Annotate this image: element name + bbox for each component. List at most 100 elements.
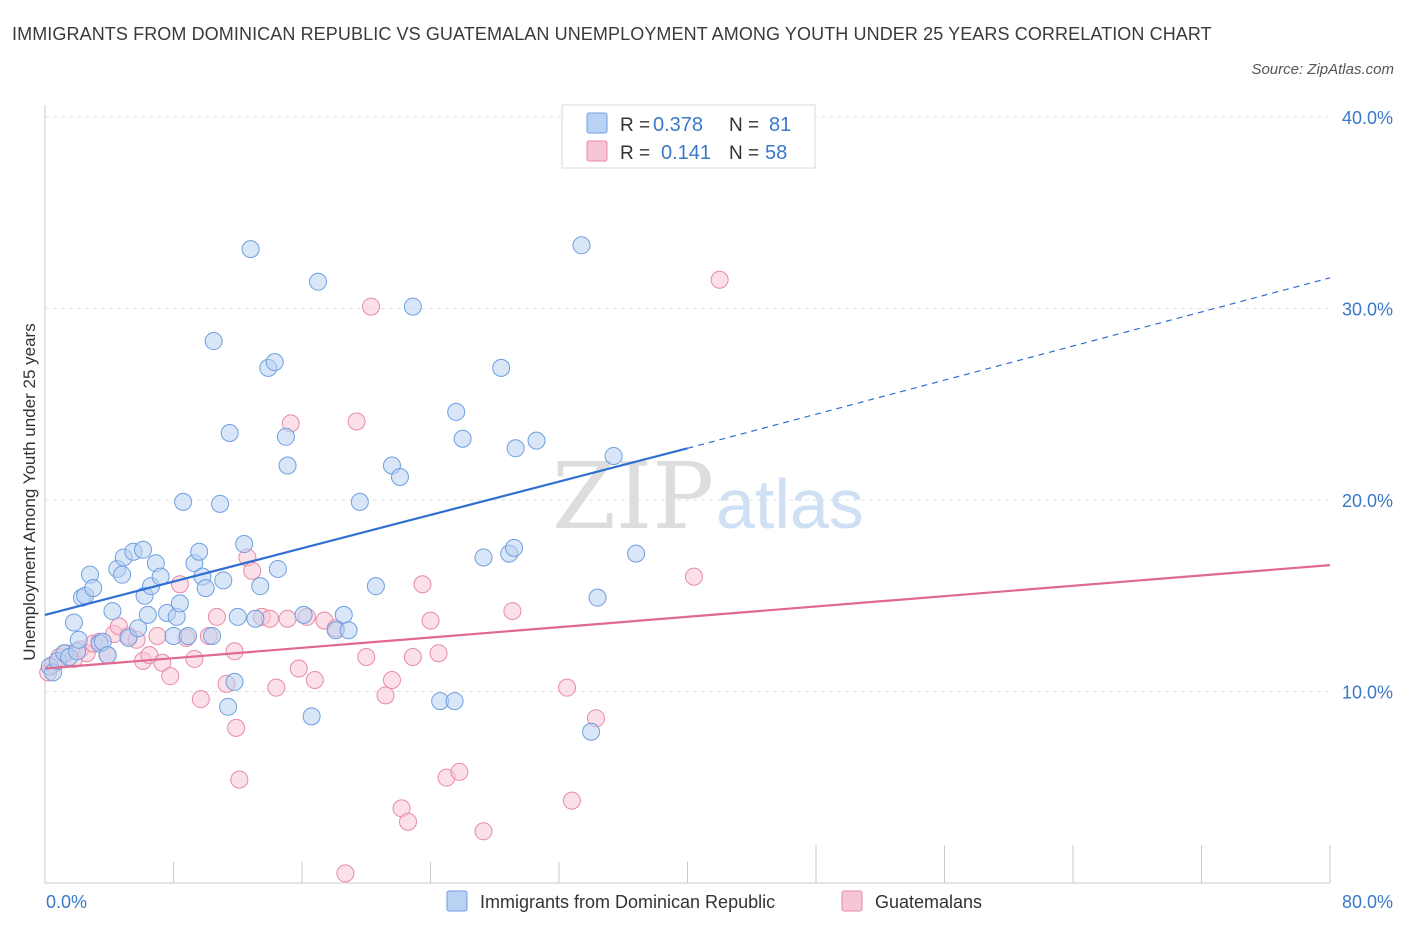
- data-point-dominican-republic: [103, 602, 122, 621]
- data-point-guatemalans: [413, 575, 432, 594]
- data-point-guatemalans: [347, 412, 366, 431]
- data-point-dominican-republic: [204, 332, 223, 351]
- trend-lines: [44, 277, 1331, 670]
- data-point-dominican-republic: [453, 429, 472, 448]
- data-point-guatemalans: [399, 812, 418, 831]
- data-point-guatemalans: [684, 567, 703, 586]
- legend-r-label-pink: R =: [620, 143, 650, 164]
- y-tick-label: 20.0%: [1342, 491, 1393, 511]
- bottom-legend-swatch-pink: [841, 890, 863, 912]
- y-tick-label: 40.0%: [1342, 108, 1393, 128]
- y-tick-label: 30.0%: [1342, 300, 1393, 320]
- data-point-dominican-republic: [265, 353, 284, 372]
- data-point-dominican-republic: [190, 542, 209, 561]
- data-point-dominican-republic: [113, 565, 132, 584]
- grid-lines: [45, 116, 1330, 692]
- data-point-dominican-republic: [447, 402, 466, 421]
- data-point-dominican-republic: [492, 358, 511, 377]
- data-point-dominican-republic: [309, 272, 328, 291]
- series-guatemalans: [39, 270, 729, 883]
- data-point-dominican-republic: [170, 594, 189, 613]
- data-point-guatemalans: [148, 626, 167, 645]
- data-point-guatemalans: [403, 648, 422, 667]
- data-point-dominican-republic: [129, 619, 148, 638]
- legend-swatch-pink: [586, 140, 608, 162]
- legend-r-value-blue: 0.378: [653, 114, 703, 136]
- data-point-dominican-republic: [211, 494, 230, 513]
- data-point-guatemalans: [710, 270, 729, 289]
- legend-swatch-blue: [586, 112, 608, 134]
- data-point-guatemalans: [474, 822, 493, 841]
- watermark-zip: ZIP: [552, 443, 714, 550]
- bottom-legend-label-blue: Immigrants from Dominican Republic: [480, 892, 775, 912]
- data-point-guatemalans: [289, 659, 308, 678]
- data-point-dominican-republic: [246, 609, 265, 628]
- data-point-dominican-republic: [69, 630, 88, 649]
- data-point-guatemalans: [503, 602, 522, 621]
- data-point-dominican-republic: [334, 605, 353, 624]
- trendline-dominican-republic-extension: [687, 277, 1331, 449]
- data-point-dominican-republic: [350, 492, 369, 511]
- data-point-dominican-republic: [366, 577, 385, 596]
- data-point-guatemalans: [562, 791, 581, 810]
- data-point-guatemalans: [357, 648, 376, 667]
- y-tick-label: 10.0%: [1342, 683, 1393, 703]
- data-point-guatemalans: [191, 690, 210, 709]
- data-point-dominican-republic: [138, 605, 157, 624]
- watermark-atlas: atlas: [716, 465, 864, 543]
- data-point-dominican-republic: [582, 722, 601, 741]
- data-point-guatemalans: [382, 671, 401, 690]
- data-point-guatemalans: [161, 667, 180, 686]
- trendline-guatemalans: [44, 564, 1331, 670]
- data-point-guatemalans: [243, 561, 262, 580]
- data-point-guatemalans: [429, 644, 448, 663]
- bottom-legend-swatch-blue: [446, 890, 468, 912]
- data-point-dominican-republic: [627, 544, 646, 563]
- data-point-dominican-republic: [390, 468, 409, 487]
- data-point-dominican-republic: [214, 571, 233, 590]
- bottom-legend: Immigrants from Dominican Republic Guate…: [446, 890, 982, 912]
- data-point-guatemalans: [185, 649, 204, 668]
- data-point-guatemalans: [558, 678, 577, 697]
- data-point-dominican-republic: [276, 427, 295, 446]
- data-point-dominican-republic: [302, 707, 321, 726]
- legend-n-value-pink: 58: [765, 142, 787, 164]
- data-point-dominican-republic: [64, 613, 83, 632]
- data-point-dominican-republic: [203, 626, 222, 645]
- data-point-dominican-republic: [133, 540, 152, 559]
- data-point-guatemalans: [421, 611, 440, 630]
- chart-title: IMMIGRANTS FROM DOMINICAN REPUBLIC VS GU…: [12, 24, 1212, 44]
- bottom-legend-label-pink: Guatemalans: [875, 892, 982, 912]
- trendline-dominican-republic: [44, 447, 688, 616]
- data-point-dominican-republic: [196, 579, 215, 598]
- data-point-dominican-republic: [220, 423, 239, 442]
- data-point-guatemalans: [305, 671, 324, 690]
- data-point-dominican-republic: [604, 446, 623, 465]
- data-point-dominican-republic: [228, 607, 247, 626]
- data-point-dominican-republic: [506, 439, 525, 458]
- data-point-dominican-republic: [98, 646, 117, 665]
- data-point-dominican-republic: [505, 538, 524, 557]
- legend-n-label-blue: N =: [729, 115, 759, 136]
- data-point-guatemalans: [450, 762, 469, 781]
- legend: R = 0.378 N = 81 R = 0.141 N = 58: [561, 104, 816, 169]
- data-point-guatemalans: [278, 609, 297, 628]
- data-point-dominican-republic: [278, 456, 297, 475]
- data-point-dominican-republic: [588, 588, 607, 607]
- data-point-dominican-republic: [174, 492, 193, 511]
- x-tick-label-min: 0.0%: [46, 892, 87, 912]
- data-point-guatemalans: [362, 297, 381, 316]
- data-point-dominican-republic: [527, 431, 546, 450]
- data-point-dominican-republic: [445, 692, 464, 711]
- x-tick-label-max: 80.0%: [1342, 892, 1393, 912]
- data-point-dominican-republic: [225, 672, 244, 691]
- source-label: Source: ZipAtlas.com: [1251, 61, 1394, 78]
- data-point-dominican-republic: [235, 535, 254, 554]
- data-point-dominican-republic: [403, 297, 422, 316]
- y-tick-labels: 10.0% 20.0% 30.0% 40.0%: [1342, 108, 1393, 703]
- axes: [44, 105, 1331, 884]
- data-point-guatemalans: [230, 770, 249, 789]
- legend-r-label-blue: R =: [620, 115, 650, 136]
- data-point-dominican-republic: [241, 240, 260, 259]
